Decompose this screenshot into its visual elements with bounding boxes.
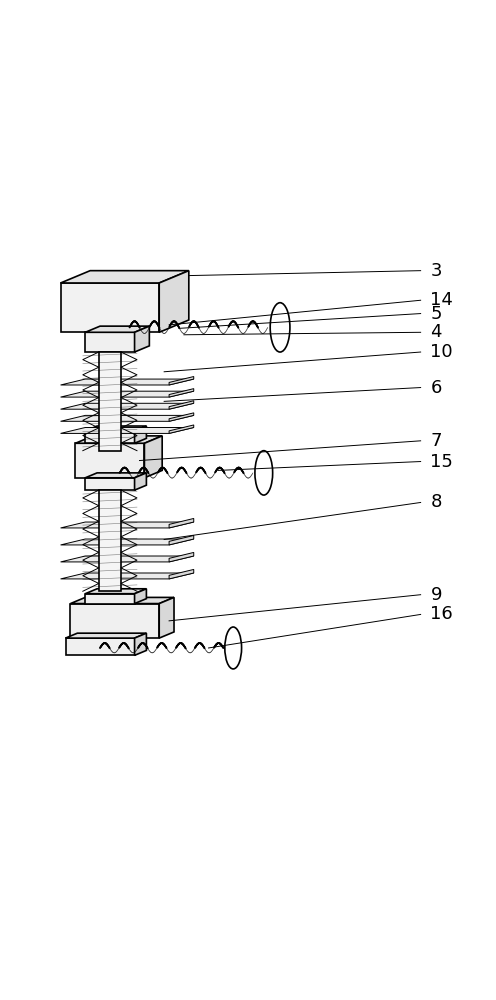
Polygon shape bbox=[85, 594, 134, 604]
Polygon shape bbox=[75, 443, 144, 478]
Polygon shape bbox=[70, 597, 174, 604]
Polygon shape bbox=[85, 326, 149, 332]
Polygon shape bbox=[134, 326, 149, 352]
Text: 10: 10 bbox=[431, 343, 453, 361]
Polygon shape bbox=[159, 271, 189, 332]
Polygon shape bbox=[169, 401, 194, 409]
Polygon shape bbox=[61, 391, 194, 397]
Polygon shape bbox=[61, 283, 159, 332]
Polygon shape bbox=[61, 573, 194, 579]
Text: 3: 3 bbox=[431, 262, 442, 280]
Polygon shape bbox=[169, 518, 194, 528]
Polygon shape bbox=[61, 539, 194, 545]
Polygon shape bbox=[169, 535, 194, 545]
Polygon shape bbox=[85, 589, 146, 594]
Polygon shape bbox=[75, 436, 162, 443]
Polygon shape bbox=[85, 431, 134, 443]
Text: 4: 4 bbox=[431, 323, 442, 341]
Polygon shape bbox=[134, 633, 146, 655]
Polygon shape bbox=[144, 436, 162, 478]
Polygon shape bbox=[169, 413, 194, 421]
Polygon shape bbox=[65, 633, 146, 638]
Polygon shape bbox=[169, 389, 194, 397]
Polygon shape bbox=[85, 426, 146, 431]
Text: 15: 15 bbox=[431, 453, 453, 471]
Polygon shape bbox=[169, 425, 194, 433]
Text: 9: 9 bbox=[431, 586, 442, 604]
Polygon shape bbox=[61, 379, 194, 385]
Text: 6: 6 bbox=[431, 379, 442, 397]
Polygon shape bbox=[134, 473, 146, 490]
Polygon shape bbox=[85, 473, 146, 478]
Polygon shape bbox=[65, 638, 134, 655]
Polygon shape bbox=[70, 604, 159, 638]
Polygon shape bbox=[85, 478, 134, 490]
Bar bbox=[99, 352, 121, 451]
Polygon shape bbox=[85, 332, 134, 352]
Polygon shape bbox=[61, 271, 189, 283]
Polygon shape bbox=[159, 597, 174, 638]
Text: 8: 8 bbox=[431, 493, 442, 511]
Text: 16: 16 bbox=[431, 605, 453, 623]
Polygon shape bbox=[61, 427, 194, 433]
Polygon shape bbox=[169, 552, 194, 562]
Text: 14: 14 bbox=[431, 291, 453, 309]
Polygon shape bbox=[134, 589, 146, 604]
Polygon shape bbox=[169, 377, 194, 385]
Text: 5: 5 bbox=[431, 305, 442, 323]
Polygon shape bbox=[61, 403, 194, 409]
Polygon shape bbox=[61, 522, 194, 528]
Bar bbox=[99, 490, 121, 591]
Polygon shape bbox=[61, 556, 194, 562]
Text: 7: 7 bbox=[431, 432, 442, 450]
Polygon shape bbox=[134, 426, 146, 443]
Polygon shape bbox=[169, 569, 194, 579]
Polygon shape bbox=[61, 415, 194, 421]
